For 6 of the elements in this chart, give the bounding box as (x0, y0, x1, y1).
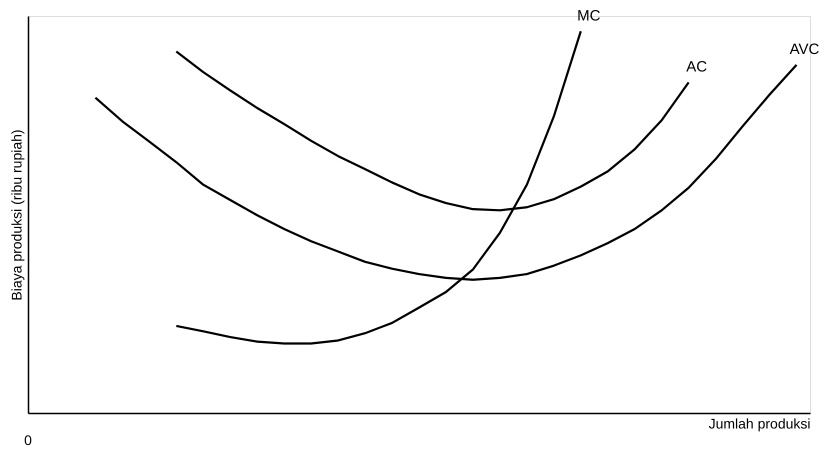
text: 0 (24, 432, 32, 448)
series-label: AC (686, 58, 708, 76)
y-axis-title: Biaya produksi (ribu rupiah) (8, 129, 24, 301)
x-axis-title: Jumlah produksi (708, 416, 810, 432)
series-label: AVC (790, 40, 820, 58)
series-label: MC (577, 7, 601, 24)
